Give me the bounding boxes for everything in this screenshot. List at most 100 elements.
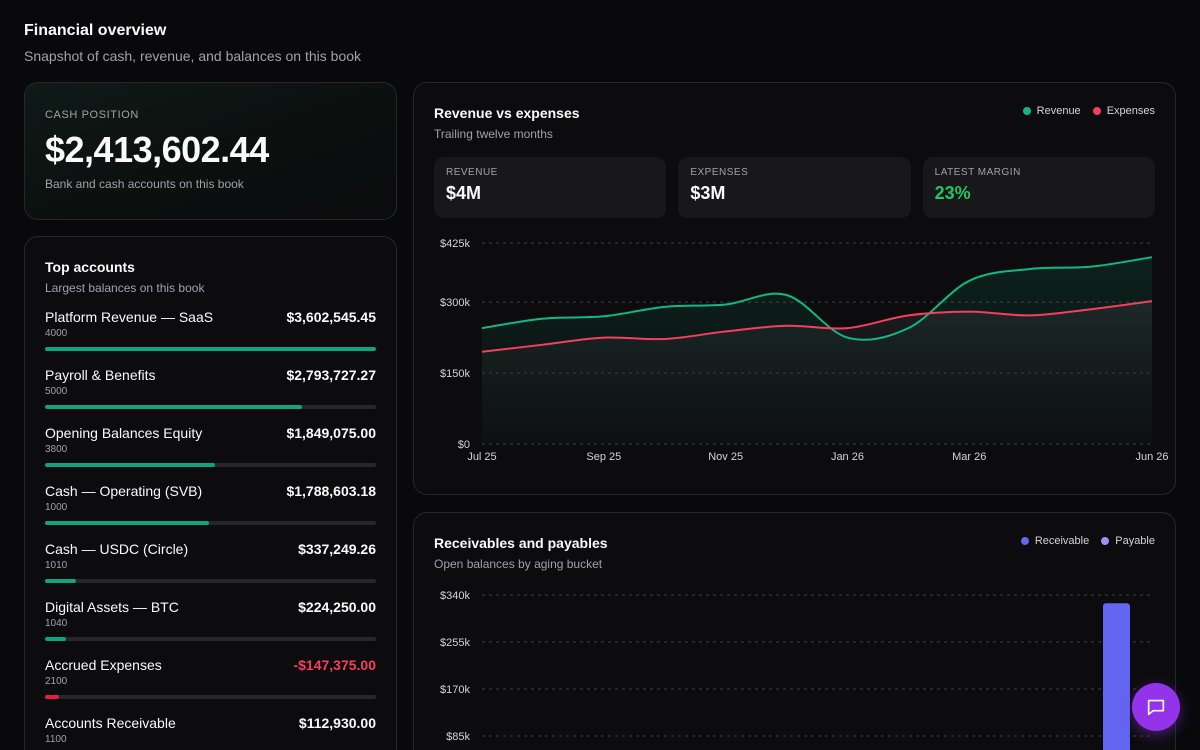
receivables-payables-chart: $85k $170k $255k $340k (440, 590, 1152, 750)
receivable-dot-icon (1020, 537, 1029, 545)
legend-label: Expenses (1106, 105, 1155, 117)
expenses-dot-icon (1092, 107, 1101, 115)
kpi-row: REVENUE $4M EXPENSES $3M LATEST MARGIN 2… (434, 157, 1155, 218)
account-name: Accounts Receivable (45, 715, 176, 731)
kpi-value: $3M (690, 183, 726, 203)
y-tick-label: $150k (440, 368, 470, 380)
account-amount: $224,250.00 (298, 599, 376, 615)
revenue-expenses-chart: $0 $150k $300k $425k Jul 25 Sep 25 Nov 25 Jan 2… (440, 238, 1169, 463)
cash-position-label: CASH POSITION (45, 109, 139, 121)
account-code: 1100 (45, 734, 67, 745)
y-tick-label: $0 (458, 439, 470, 451)
cash-position-value: $2,413,602.44 (45, 129, 269, 170)
kpi-label: EXPENSES (690, 167, 749, 178)
x-tick-label: Jul 25 (467, 451, 496, 463)
chat-bubble-icon (1147, 699, 1165, 716)
y-tick-label: $255k (440, 637, 470, 649)
account-row[interactable]: Cash — USDC (Circle) $337,249.26 1010 (45, 541, 376, 583)
account-code: 3800 (45, 444, 68, 455)
legend-label: Revenue (1036, 105, 1081, 117)
revenue-dot-icon (1022, 107, 1031, 115)
account-bar-fill (45, 637, 66, 641)
account-name: Cash — Operating (SVB) (45, 483, 203, 499)
cash-position-note: Bank and cash accounts on this book (45, 177, 244, 191)
account-code: 4000 (45, 328, 68, 339)
account-bar-track (45, 637, 376, 641)
account-bar-fill (45, 463, 215, 467)
account-amount: $1,788,603.18 (286, 483, 376, 499)
x-tick-label: Jun 26 (1135, 451, 1168, 463)
account-code: 1040 (45, 618, 68, 629)
receivables-legend: Receivable Payable (1020, 535, 1155, 547)
x-tick-label: Sep 25 (586, 451, 621, 463)
receivables-payables-card: $85k $170k $255k $340k Receivables and paya… (413, 512, 1176, 750)
account-row[interactable]: Platform Revenue — SaaS $3,602,545.45 4000 (45, 309, 376, 351)
account-name: Cash — USDC (Circle) (45, 541, 189, 557)
y-tick-label: $425k (440, 238, 470, 250)
series-area-expenses (482, 301, 1152, 444)
account-bar-track (45, 521, 376, 525)
series-line-expenses (481, 300, 1153, 353)
kpi-value: 23% (934, 183, 971, 203)
receivables-payables-subtitle: Open balances by aging bucket (434, 557, 603, 571)
account-bar-fill (45, 405, 302, 409)
account-row[interactable]: Digital Assets — BTC $224,250.00 1040 (45, 599, 376, 641)
x-tick-label: Nov 25 (708, 451, 743, 463)
kpi-expenses: EXPENSES $3M (678, 157, 911, 218)
account-row[interactable]: Accrued Expenses -$147,375.00 2100 (45, 657, 376, 699)
y-tick-label: $300k (440, 297, 470, 309)
account-row[interactable]: Accounts Receivable $112,930.00 1100 (45, 715, 376, 750)
account-name: Accrued Expenses (45, 657, 162, 673)
legend-label: Receivable (1034, 535, 1090, 547)
account-name: Payroll & Benefits (45, 367, 156, 383)
account-amount: $2,793,727.27 (286, 367, 376, 383)
account-bar-fill (45, 579, 77, 583)
cash-position-card: CASH POSITION $2,413,602.44 Bank and cas… (24, 82, 397, 220)
revenue-expenses-card: $0 $150k $300k $425k Jul 25 Sep 25 Nov 25 Jan 2… (413, 82, 1176, 495)
y-tick-label: $170k (440, 684, 470, 696)
page-subtitle: Snapshot of cash, revenue, and balances … (24, 48, 362, 64)
legend-item-expenses[interactable]: Expenses (1092, 105, 1155, 117)
receivables-payables-title: Receivables and payables (434, 535, 608, 551)
page-title: Financial overview (24, 22, 167, 39)
account-amount: -$147,375.00 (293, 657, 376, 673)
account-bar-fill (45, 347, 376, 351)
kpi-value: $4M (446, 183, 482, 203)
revenue-expenses-title: Revenue vs expenses (434, 105, 580, 121)
kpi-revenue: REVENUE $4M (434, 157, 667, 218)
account-bar-track (45, 579, 376, 583)
kpi-latest-margin: LATEST MARGIN 23% (922, 157, 1155, 218)
account-amount: $3,602,545.45 (286, 309, 376, 325)
account-bar-track (45, 695, 376, 699)
account-name: Opening Balances Equity (45, 425, 203, 441)
account-amount: $112,930.00 (298, 715, 376, 731)
account-row[interactable]: Cash — Operating (SVB) $1,788,603.18 1000 (45, 483, 376, 525)
revenue-legend: Revenue Expenses (1022, 105, 1155, 117)
account-name: Platform Revenue — SaaS (45, 309, 214, 325)
series-line-revenue (481, 256, 1153, 341)
account-code: 1000 (45, 502, 68, 513)
chat-button[interactable] (1132, 683, 1180, 731)
legend-item-revenue[interactable]: Revenue (1022, 105, 1081, 117)
account-row[interactable]: Opening Balances Equity $1,849,075.00 3800 (45, 425, 376, 467)
account-code: 5000 (45, 386, 68, 397)
kpi-label: REVENUE (446, 167, 498, 178)
payable-dot-icon (1101, 537, 1110, 545)
account-amount: $1,849,075.00 (286, 425, 376, 441)
bar-receivable (1103, 603, 1130, 750)
account-bar-fill (45, 695, 59, 699)
account-bar-track (45, 405, 376, 409)
y-tick-label: $340k (440, 590, 470, 602)
account-row[interactable]: Payroll & Benefits $2,793,727.27 5000 (45, 367, 376, 409)
legend-item-receivable[interactable]: Receivable (1020, 535, 1090, 547)
top-accounts-card: Top accounts Largest balances on this bo… (24, 236, 397, 750)
account-list: Platform Revenue — SaaS $3,602,545.45 4000… (45, 309, 376, 750)
account-amount: $337,249.26 (298, 541, 376, 557)
revenue-expenses-subtitle: Trailing twelve months (434, 127, 553, 141)
account-bar-fill (45, 521, 210, 525)
top-accounts-title: Top accounts (45, 259, 135, 275)
account-code: 2100 (45, 676, 68, 687)
x-tick-label: Jan 26 (831, 451, 864, 463)
page-header: Financial overview Snapshot of cash, rev… (24, 22, 361, 64)
legend-item-payable[interactable]: Payable (1101, 535, 1155, 547)
